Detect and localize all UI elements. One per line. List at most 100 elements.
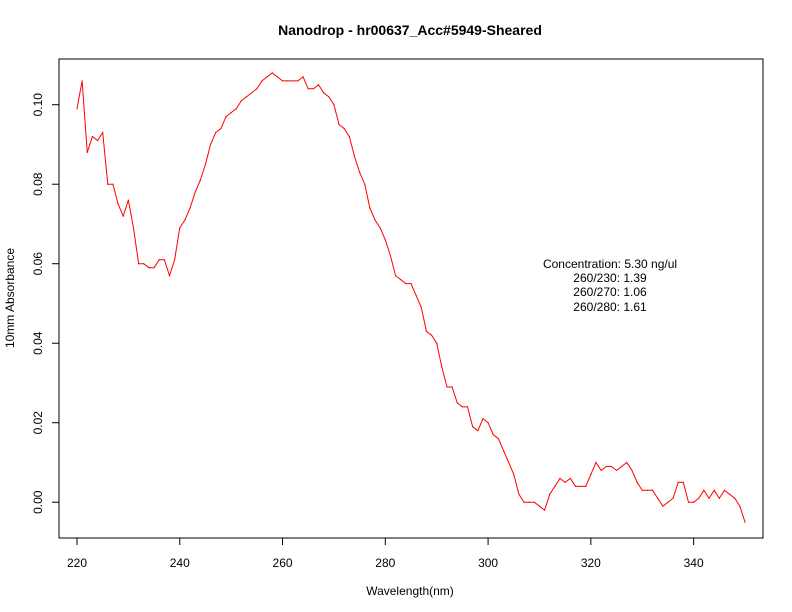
data-point — [307, 88, 309, 90]
data-point — [744, 521, 746, 523]
data-point — [261, 80, 263, 82]
data-point — [338, 123, 340, 126]
data-point — [91, 135, 93, 138]
x-tick-label: 320 — [581, 556, 601, 570]
data-point — [179, 227, 181, 229]
y-tick-label: 0.02 — [31, 411, 45, 435]
data-point — [215, 131, 217, 134]
data-point — [132, 227, 135, 229]
annotation-260-230: 260/230: 1.39 — [573, 271, 647, 285]
data-point — [610, 465, 613, 468]
data-point — [276, 76, 278, 78]
data-point — [472, 426, 474, 428]
data-point — [605, 465, 607, 468]
data-point — [364, 183, 366, 185]
data-point — [256, 88, 258, 90]
data-point — [641, 489, 643, 491]
data-point — [446, 386, 448, 388]
data-point — [168, 275, 171, 277]
data-point — [323, 92, 325, 94]
data-point — [374, 219, 376, 221]
data-point — [81, 80, 83, 82]
data-point — [312, 88, 314, 90]
data-point — [651, 489, 654, 491]
data-point — [415, 294, 417, 297]
data-point — [723, 489, 726, 491]
data-point — [271, 72, 273, 74]
plot-box — [58, 58, 764, 539]
data-point — [127, 199, 129, 201]
x-tick-label: 340 — [684, 556, 704, 570]
data-point — [96, 139, 99, 142]
data-point — [451, 386, 453, 388]
data-point — [189, 207, 191, 209]
data-point — [528, 501, 530, 503]
data-point — [579, 485, 582, 487]
data-point — [657, 497, 659, 499]
data-point — [487, 422, 489, 424]
data-point — [405, 282, 407, 285]
data-point — [302, 76, 304, 78]
data-point — [574, 485, 577, 487]
data-point — [600, 469, 602, 472]
data-point — [682, 481, 684, 483]
y-tick-label: 0.04 — [31, 331, 45, 355]
data-point — [477, 430, 479, 432]
data-point — [559, 477, 561, 479]
y-axis: 0.00 0.02 0.04 0.06 0.08 0.10 — [31, 93, 60, 514]
data-point — [287, 80, 289, 82]
annotation-concentration: Concentration: 5.30 ng/ul — [543, 257, 677, 271]
data-point — [107, 183, 109, 185]
data-point — [646, 489, 648, 491]
data-point — [538, 505, 541, 507]
data-point — [143, 263, 145, 265]
data-point — [410, 282, 412, 285]
data-point — [456, 402, 458, 404]
data-point — [86, 151, 88, 154]
y-tick-label: 0.10 — [31, 93, 45, 117]
data-point — [544, 509, 546, 511]
data-point — [564, 481, 566, 483]
data-point — [251, 92, 253, 94]
data-point — [677, 481, 679, 483]
data-point — [353, 155, 356, 157]
data-point — [662, 505, 664, 507]
data-point — [718, 497, 720, 499]
data-point — [117, 203, 119, 205]
data-point — [333, 104, 335, 106]
annotation-block: Concentration: 5.30 ng/ul 260/230: 1.39 … — [543, 257, 677, 314]
x-tick-label: 240 — [170, 556, 190, 570]
data-point — [687, 501, 690, 503]
x-axis: 220 240 260 280 300 320 340 — [67, 537, 704, 570]
data-point — [554, 485, 556, 487]
data-point — [466, 406, 469, 408]
data-point — [281, 80, 284, 82]
data-point — [400, 279, 402, 281]
data-point — [369, 207, 371, 209]
data-point — [184, 219, 186, 221]
data-point — [492, 434, 494, 436]
data-point — [348, 135, 350, 138]
data-point — [585, 485, 587, 487]
data-point — [441, 366, 443, 368]
x-axis-label: Wavelength(nm) — [366, 584, 454, 598]
data-point — [297, 80, 299, 82]
data-point — [235, 108, 237, 110]
data-point — [225, 116, 227, 118]
absorbance-points — [76, 72, 746, 523]
data-point — [626, 461, 628, 464]
data-point — [533, 501, 535, 503]
data-point — [420, 306, 422, 309]
data-point — [112, 183, 114, 185]
data-point — [729, 493, 731, 495]
x-tick-label: 280 — [375, 556, 395, 570]
y-tick-label: 0.00 — [31, 490, 45, 514]
data-point — [122, 215, 124, 217]
data-point — [266, 76, 268, 78]
data-point — [425, 330, 428, 332]
data-point — [394, 275, 397, 277]
data-point — [569, 477, 571, 479]
data-point — [523, 501, 525, 503]
y-tick-label: 0.08 — [31, 172, 45, 196]
data-point — [703, 489, 705, 491]
